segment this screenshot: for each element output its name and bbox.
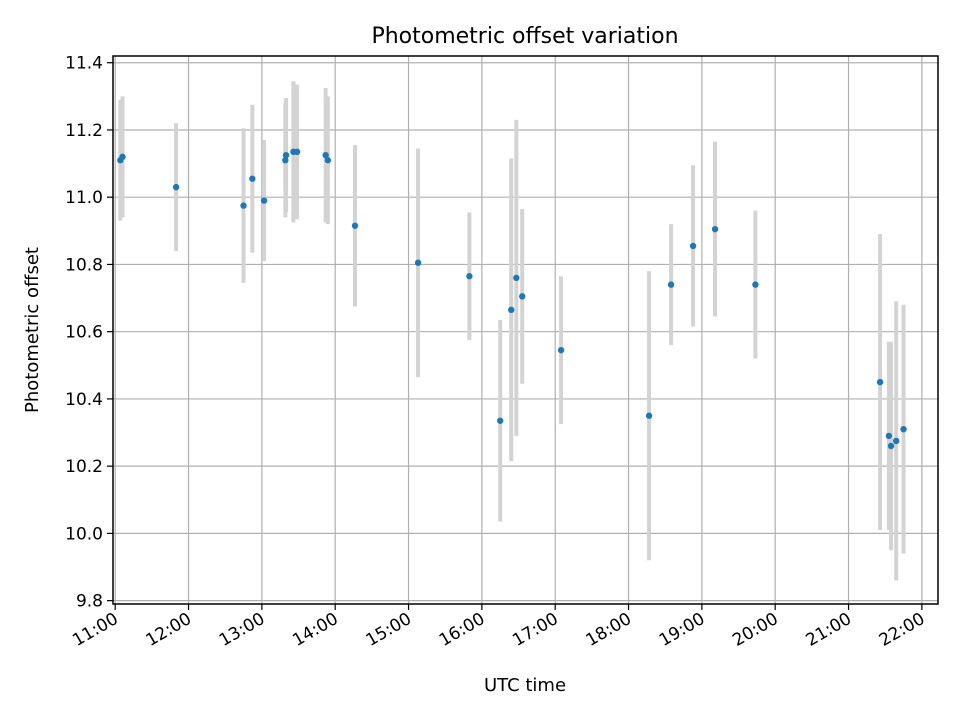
x-tick-label: 15:00 [363, 609, 415, 651]
y-axis: 9.8 10.0 10.2 10.4 10.6 10.8 11.0 11.2 11.4 [65, 54, 113, 612]
y-axis-label: Photometric offset [22, 247, 43, 413]
x-tick-label: 19:00 [656, 609, 708, 651]
data-point [667, 281, 675, 288]
data-point [508, 306, 515, 314]
y-tick-label: 9.8 [76, 592, 103, 612]
data-point [893, 437, 900, 445]
data-point [324, 157, 332, 164]
x-axis: 11:00 12:00 13:00 14:00 15:00 16:00 17:00 18:00… [69, 604, 928, 651]
data-point [119, 153, 126, 161]
data-point [885, 432, 893, 440]
y-tick-label: 11.2 [65, 121, 103, 141]
y-tick-label: 11.4 [65, 54, 103, 74]
x-tick-label: 11:00 [69, 609, 121, 651]
data-point [466, 273, 473, 280]
x-axis-label: UTC time [484, 675, 566, 696]
data-point [689, 242, 697, 250]
x-tick-label: 22:00 [876, 609, 928, 651]
data-point [519, 293, 526, 300]
x-tick-label: 17:00 [509, 609, 561, 651]
x-tick-label: 20:00 [729, 609, 781, 651]
y-tick-label: 10.0 [65, 524, 103, 544]
data-point [513, 274, 520, 282]
plot-frame [112, 55, 939, 605]
data-point [414, 259, 422, 266]
data-point [172, 183, 180, 191]
data-point [752, 281, 759, 288]
x-tick-label: 18:00 [583, 609, 635, 651]
y-tick-label: 11.0 [65, 188, 103, 208]
grid-layer [113, 56, 938, 604]
data-point [900, 425, 907, 433]
data-point [351, 222, 359, 229]
data-point [557, 346, 565, 354]
y-tick-label: 10.2 [65, 457, 103, 477]
data-point [240, 202, 247, 209]
data-point [293, 148, 301, 156]
data-point [887, 442, 895, 450]
x-tick-label: 12:00 [143, 609, 195, 651]
data-point [260, 197, 268, 204]
data-point [249, 175, 256, 182]
data-point [645, 412, 653, 419]
data-point [711, 225, 719, 233]
data-point [322, 151, 329, 159]
data-point [282, 151, 290, 159]
data-point [497, 417, 504, 424]
x-tick-label: 21:00 [803, 609, 855, 651]
errorbar-layer [118, 81, 906, 581]
point-layer [117, 148, 907, 450]
x-tick-label: 13:00 [216, 609, 268, 651]
data-point [282, 157, 289, 164]
x-tick-label: 16:00 [436, 609, 488, 651]
y-tick-label: 10.8 [65, 255, 103, 275]
y-tick-label: 10.4 [65, 390, 103, 410]
chart-title: Photometric offset variation [371, 24, 678, 49]
data-point [876, 378, 884, 386]
x-tick-label: 14:00 [289, 609, 341, 651]
y-tick-label: 10.6 [65, 323, 103, 343]
